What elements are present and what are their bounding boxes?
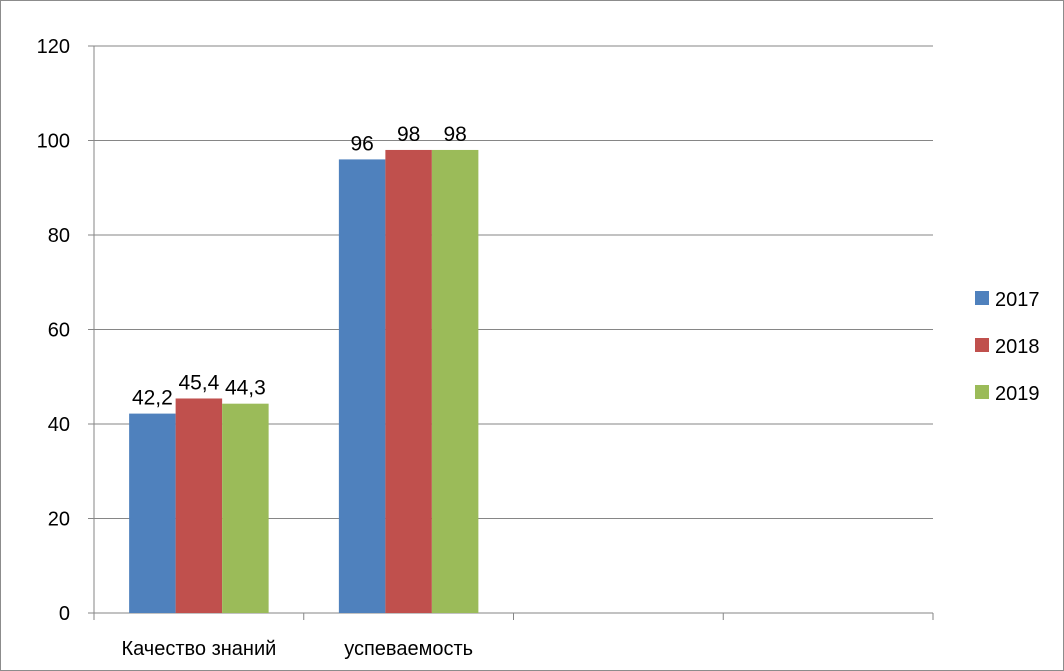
x-category-label: успеваемость xyxy=(344,638,473,660)
bar-2019-1 xyxy=(222,403,269,613)
bar-2018-1 xyxy=(175,398,223,613)
data-label: 44,3 xyxy=(225,377,266,400)
y-tick-label: 60 xyxy=(48,320,70,342)
bar-2017-2 xyxy=(338,159,386,613)
legend-swatch-2019 xyxy=(975,385,989,399)
bar-2018-2 xyxy=(385,149,432,613)
legend-label-2017: 2017 xyxy=(995,289,1040,311)
data-label: 98 xyxy=(397,123,420,146)
y-tick-label: 20 xyxy=(48,509,70,531)
data-label: 42,2 xyxy=(132,387,173,410)
bar-2017-1 xyxy=(129,413,176,613)
legend-label-2019: 2019 xyxy=(995,383,1040,405)
legend: 2017 2018 2019 xyxy=(975,289,1040,405)
data-label: 45,4 xyxy=(178,371,219,394)
y-tick-label: 80 xyxy=(48,225,70,247)
x-axis-categories: Качество знаний успеваемость xyxy=(121,638,473,660)
legend-label-2018: 2018 xyxy=(995,336,1040,358)
data-labels: 42,245,4 44,3 96 98 98 xyxy=(132,123,467,410)
legend-swatch-2017 xyxy=(975,291,989,305)
data-label: 96 xyxy=(350,132,373,155)
legend-swatch-2018 xyxy=(975,338,989,352)
bars xyxy=(129,149,479,613)
y-tick-label: 100 xyxy=(37,131,70,153)
y-tick-label: 40 xyxy=(48,414,70,436)
bar-2019-2 xyxy=(431,149,479,613)
data-label: 98 xyxy=(443,123,466,146)
x-category-label: Качество знаний xyxy=(121,638,276,660)
y-tick-label: 120 xyxy=(37,36,70,58)
y-axis-ticks: 0 20 40 60 80 100 120 xyxy=(37,36,94,625)
y-tick-label: 0 xyxy=(59,603,70,625)
